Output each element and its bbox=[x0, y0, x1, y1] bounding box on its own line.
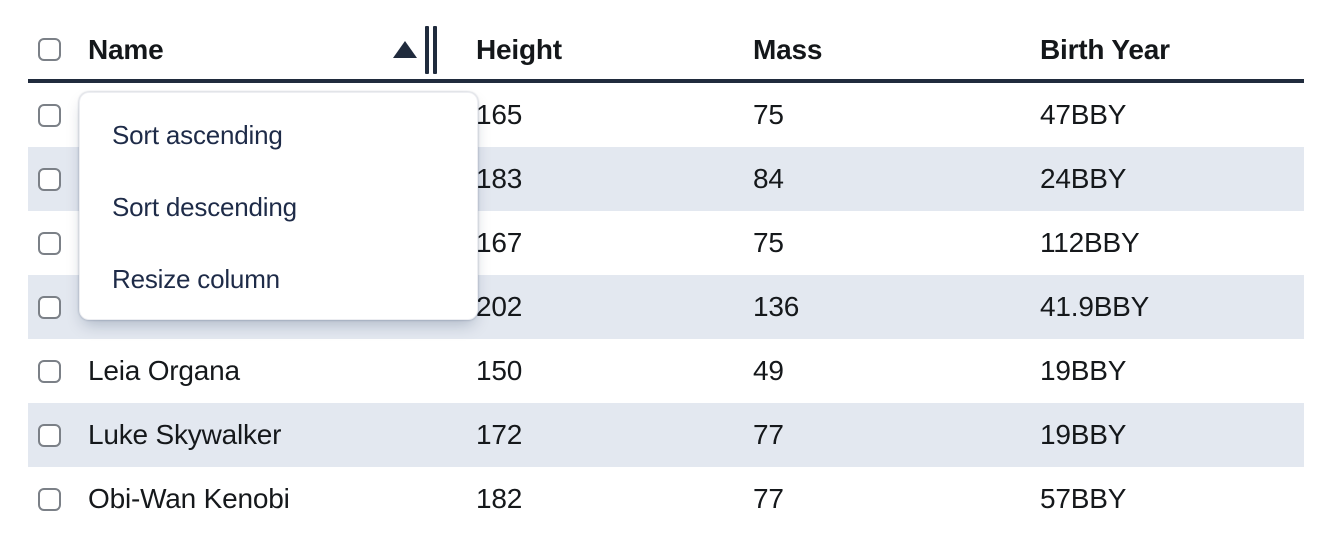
menu-item-resize-column[interactable]: Resize column bbox=[112, 263, 280, 294]
cell-select bbox=[28, 359, 88, 383]
cell-birth-year: 47BBY bbox=[1040, 99, 1127, 130]
cell-birth-year: 24BBY bbox=[1040, 163, 1127, 194]
cell-name: Obi-Wan Kenobi bbox=[88, 483, 290, 512]
cell-height: 172 bbox=[476, 419, 523, 450]
cell-select bbox=[28, 487, 88, 511]
cell-select bbox=[28, 423, 88, 447]
cell-birth-year: 19BBY bbox=[1040, 355, 1127, 386]
header-cell-select bbox=[28, 38, 88, 61]
cell-mass: 75 bbox=[753, 227, 784, 258]
table-header-row: Name Height Mass Birth Year bbox=[28, 0, 1304, 83]
cell-height: 150 bbox=[476, 355, 523, 386]
column-header-mass[interactable]: Mass bbox=[753, 33, 823, 65]
cell-height: 165 bbox=[476, 99, 523, 130]
menu-item-sort-descending[interactable]: Sort descending bbox=[112, 191, 297, 222]
row-checkbox[interactable] bbox=[38, 231, 61, 255]
cell-select bbox=[28, 167, 88, 191]
row-checkbox[interactable] bbox=[38, 359, 61, 383]
row-checkbox[interactable] bbox=[38, 167, 61, 191]
cell-mass: 75 bbox=[753, 99, 784, 130]
cell-birth-year: 19BBY bbox=[1040, 419, 1127, 450]
column-header-birth-year[interactable]: Birth Year bbox=[1040, 33, 1170, 65]
cell-height: 183 bbox=[476, 163, 523, 194]
cell-name: Luke Skywalker bbox=[88, 419, 282, 450]
data-table: Name Height Mass Birth Year 165 75 47BBY… bbox=[28, 0, 1304, 512]
select-all-checkbox[interactable] bbox=[38, 38, 61, 61]
sort-ascending-icon bbox=[393, 41, 417, 58]
column-header-height[interactable]: Height bbox=[476, 33, 562, 65]
column-resize-handle[interactable] bbox=[425, 25, 437, 74]
cell-birth-year: 57BBY bbox=[1040, 483, 1127, 512]
column-header-name[interactable]: Name bbox=[88, 25, 476, 74]
table-row: Luke Skywalker 172 77 19BBY bbox=[28, 403, 1304, 467]
cell-mass: 77 bbox=[753, 419, 784, 450]
row-checkbox[interactable] bbox=[38, 103, 61, 127]
cell-select bbox=[28, 295, 88, 319]
column-header-name-label: Name bbox=[88, 33, 164, 65]
row-checkbox[interactable] bbox=[38, 295, 61, 319]
cell-select bbox=[28, 231, 88, 255]
table-row: Obi-Wan Kenobi 182 77 57BBY bbox=[28, 467, 1304, 512]
cell-height: 167 bbox=[476, 227, 523, 258]
cell-birth-year: 41.9BBY bbox=[1040, 291, 1150, 322]
row-checkbox[interactable] bbox=[38, 487, 61, 511]
row-checkbox[interactable] bbox=[38, 423, 61, 447]
cell-mass: 77 bbox=[753, 483, 784, 512]
cell-height: 202 bbox=[476, 291, 523, 322]
menu-item-sort-ascending[interactable]: Sort ascending bbox=[112, 119, 283, 150]
cell-mass: 49 bbox=[753, 355, 784, 386]
cell-name: Leia Organa bbox=[88, 355, 240, 386]
cell-mass: 136 bbox=[753, 291, 800, 322]
cell-mass: 84 bbox=[753, 163, 784, 194]
context-menu: Sort ascending Sort descending Resize colu… bbox=[79, 92, 478, 320]
table-row: Leia Organa 150 49 19BBY bbox=[28, 339, 1304, 403]
cell-select bbox=[28, 103, 88, 127]
cell-birth-year: 112BBY bbox=[1040, 227, 1140, 258]
cell-height: 182 bbox=[476, 483, 523, 512]
